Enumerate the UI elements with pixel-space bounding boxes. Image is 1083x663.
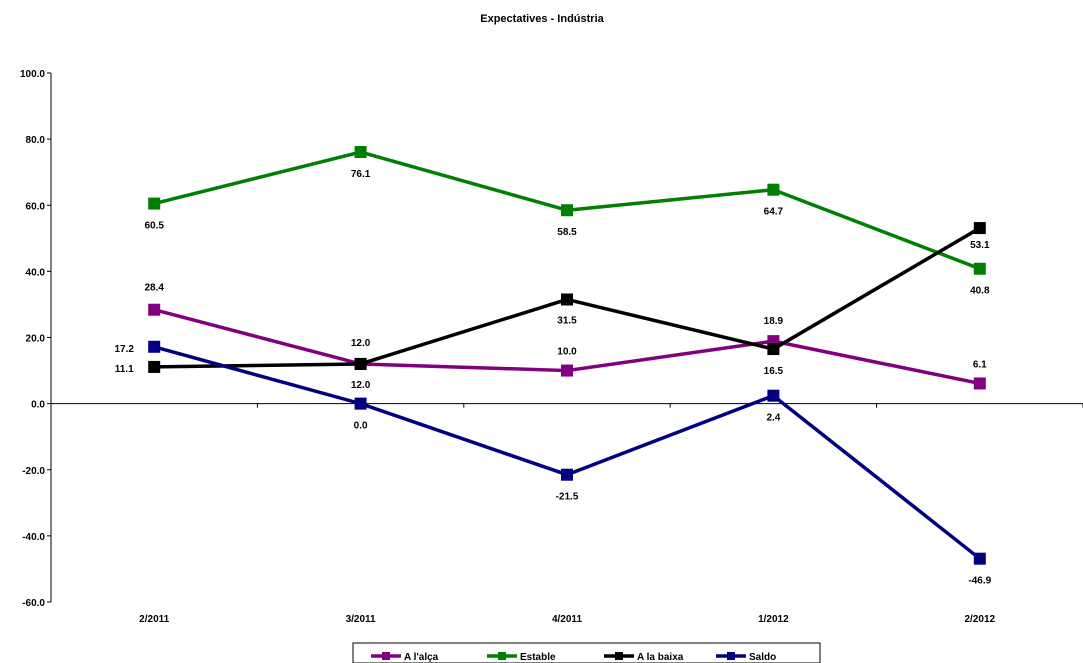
x-tick-label: 2/2011 (139, 614, 169, 625)
y-tick-label: -20.0 (22, 466, 45, 477)
data-point (973, 377, 986, 390)
legend-swatch-marker (727, 652, 735, 660)
data-label: 76.1 (351, 169, 371, 180)
y-tick-label: 0.0 (31, 400, 45, 411)
y-tick-label: -60.0 (22, 598, 45, 609)
y-tick-label: 20.0 (26, 334, 46, 345)
data-label: 17.2 (114, 344, 134, 355)
data-labels: 28.4 12.0 10.0 18.9 6.1 60.5 76.1 58.5 64.7 40.8 1… (114, 169, 991, 587)
data-label: 40.8 (970, 286, 990, 297)
y-tick-label: 40.0 (26, 267, 46, 278)
axes: 100.0 80.0 60.0 40.0 20.0 0.0 -20.0 -40.0 -60.0 2… (20, 69, 1083, 625)
data-point (148, 197, 161, 210)
data-point (767, 183, 780, 196)
data-point (354, 357, 367, 370)
data-point (354, 397, 367, 410)
y-tick-label: 100.0 (20, 69, 45, 80)
data-label: 60.5 (144, 221, 164, 232)
x-tick-label: 3/2011 (346, 614, 376, 625)
data-label: 31.5 (557, 315, 577, 326)
data-point (561, 293, 573, 306)
data-point (973, 552, 986, 565)
series-line-3 (153, 345, 981, 561)
legend-box (352, 642, 821, 663)
data-label: 16.5 (764, 366, 784, 377)
legend-swatch-marker (498, 652, 506, 660)
data-label: 0.0 (354, 421, 368, 432)
legend: A l'alça Estable A la baixa Saldo (352, 642, 821, 663)
legend-label: A la baixa (637, 652, 684, 663)
data-label: 58.5 (557, 227, 577, 238)
data-label: 12.0 (351, 380, 371, 391)
data-label: 53.1 (970, 240, 990, 251)
data-point (561, 204, 573, 217)
data-label: -46.9 (968, 576, 991, 587)
data-point (973, 222, 986, 235)
data-label: -21.5 (556, 492, 579, 503)
x-tick-label: 1/2012 (758, 614, 789, 625)
y-tick-label: 80.0 (26, 135, 46, 146)
legend-label: Saldo (749, 652, 776, 663)
chart-title: Expectatives - Indústria (480, 13, 604, 25)
data-label: 10.0 (557, 347, 577, 358)
series-lines (148, 146, 986, 565)
legend-swatch-marker (382, 652, 390, 660)
data-label: 11.1 (115, 364, 134, 375)
data-label: 6.1 (973, 359, 987, 370)
x-tick-label: 2/2012 (965, 614, 996, 625)
data-point (148, 303, 161, 316)
data-label: 18.9 (764, 316, 784, 327)
data-point (767, 343, 780, 356)
x-tick-label: 4/2011 (552, 614, 582, 625)
data-label: 12.0 (351, 338, 371, 349)
legend-label: Estable (520, 652, 556, 663)
data-label: 64.7 (764, 207, 784, 218)
legend-swatch-marker (615, 652, 623, 660)
data-point (561, 468, 573, 481)
data-point (354, 146, 367, 159)
data-point (148, 340, 161, 353)
data-point (561, 364, 573, 377)
data-point (973, 262, 986, 275)
y-tick-label: 60.0 (26, 201, 46, 212)
legend-label: A l'alça (404, 652, 439, 663)
data-point (767, 389, 780, 402)
data-point (148, 360, 161, 373)
y-tick-label: -40.0 (22, 532, 45, 543)
data-label: 2.4 (766, 413, 780, 424)
data-label: 28.4 (144, 283, 164, 294)
